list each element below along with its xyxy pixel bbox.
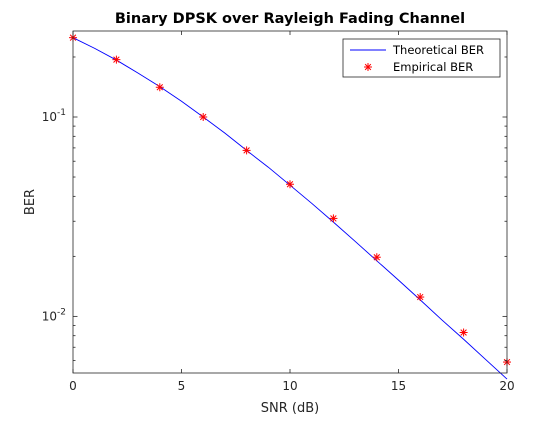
empirical-ber-point [199, 113, 208, 122]
y-tick-label: 10-1 [42, 108, 66, 124]
x-tick-label: 5 [178, 379, 186, 393]
chart-title: Binary DPSK over Rayleigh Fading Channel [115, 11, 465, 27]
y-axis-label: BER [23, 189, 38, 215]
x-tick-label: 20 [499, 379, 514, 393]
empirical-ber-point [242, 146, 251, 155]
x-axis-label: SNR (dB) [261, 401, 319, 416]
legend: Theoretical BER Empirical BER [342, 38, 501, 78]
legend-marker-empirical [364, 63, 372, 71]
plot-area [73, 31, 507, 373]
legend-label-empirical: Empirical BER [393, 60, 473, 74]
y-ticks: 10-2 10-1 [42, 56, 507, 362]
empirical-ber-point [155, 83, 164, 92]
empirical-ber-point [329, 214, 338, 223]
y-tick-label: 10-2 [42, 307, 66, 323]
legend-label-theoretical: Theoretical BER [392, 43, 484, 57]
legend-asterisk-icon [364, 63, 372, 71]
x-tick-label: 15 [391, 379, 406, 393]
empirical-ber-point [112, 55, 121, 64]
empirical-ber-point [416, 293, 425, 302]
empirical-ber-point [372, 253, 381, 262]
empirical-ber-point [459, 328, 468, 337]
empirical-ber-point [286, 180, 294, 189]
legend-box [342, 38, 501, 78]
x-ticks: 0 5 10 15 20 [69, 31, 515, 393]
x-tick-label: 10 [282, 379, 297, 393]
x-tick-label: 0 [69, 379, 77, 393]
series-markers [69, 33, 511, 367]
